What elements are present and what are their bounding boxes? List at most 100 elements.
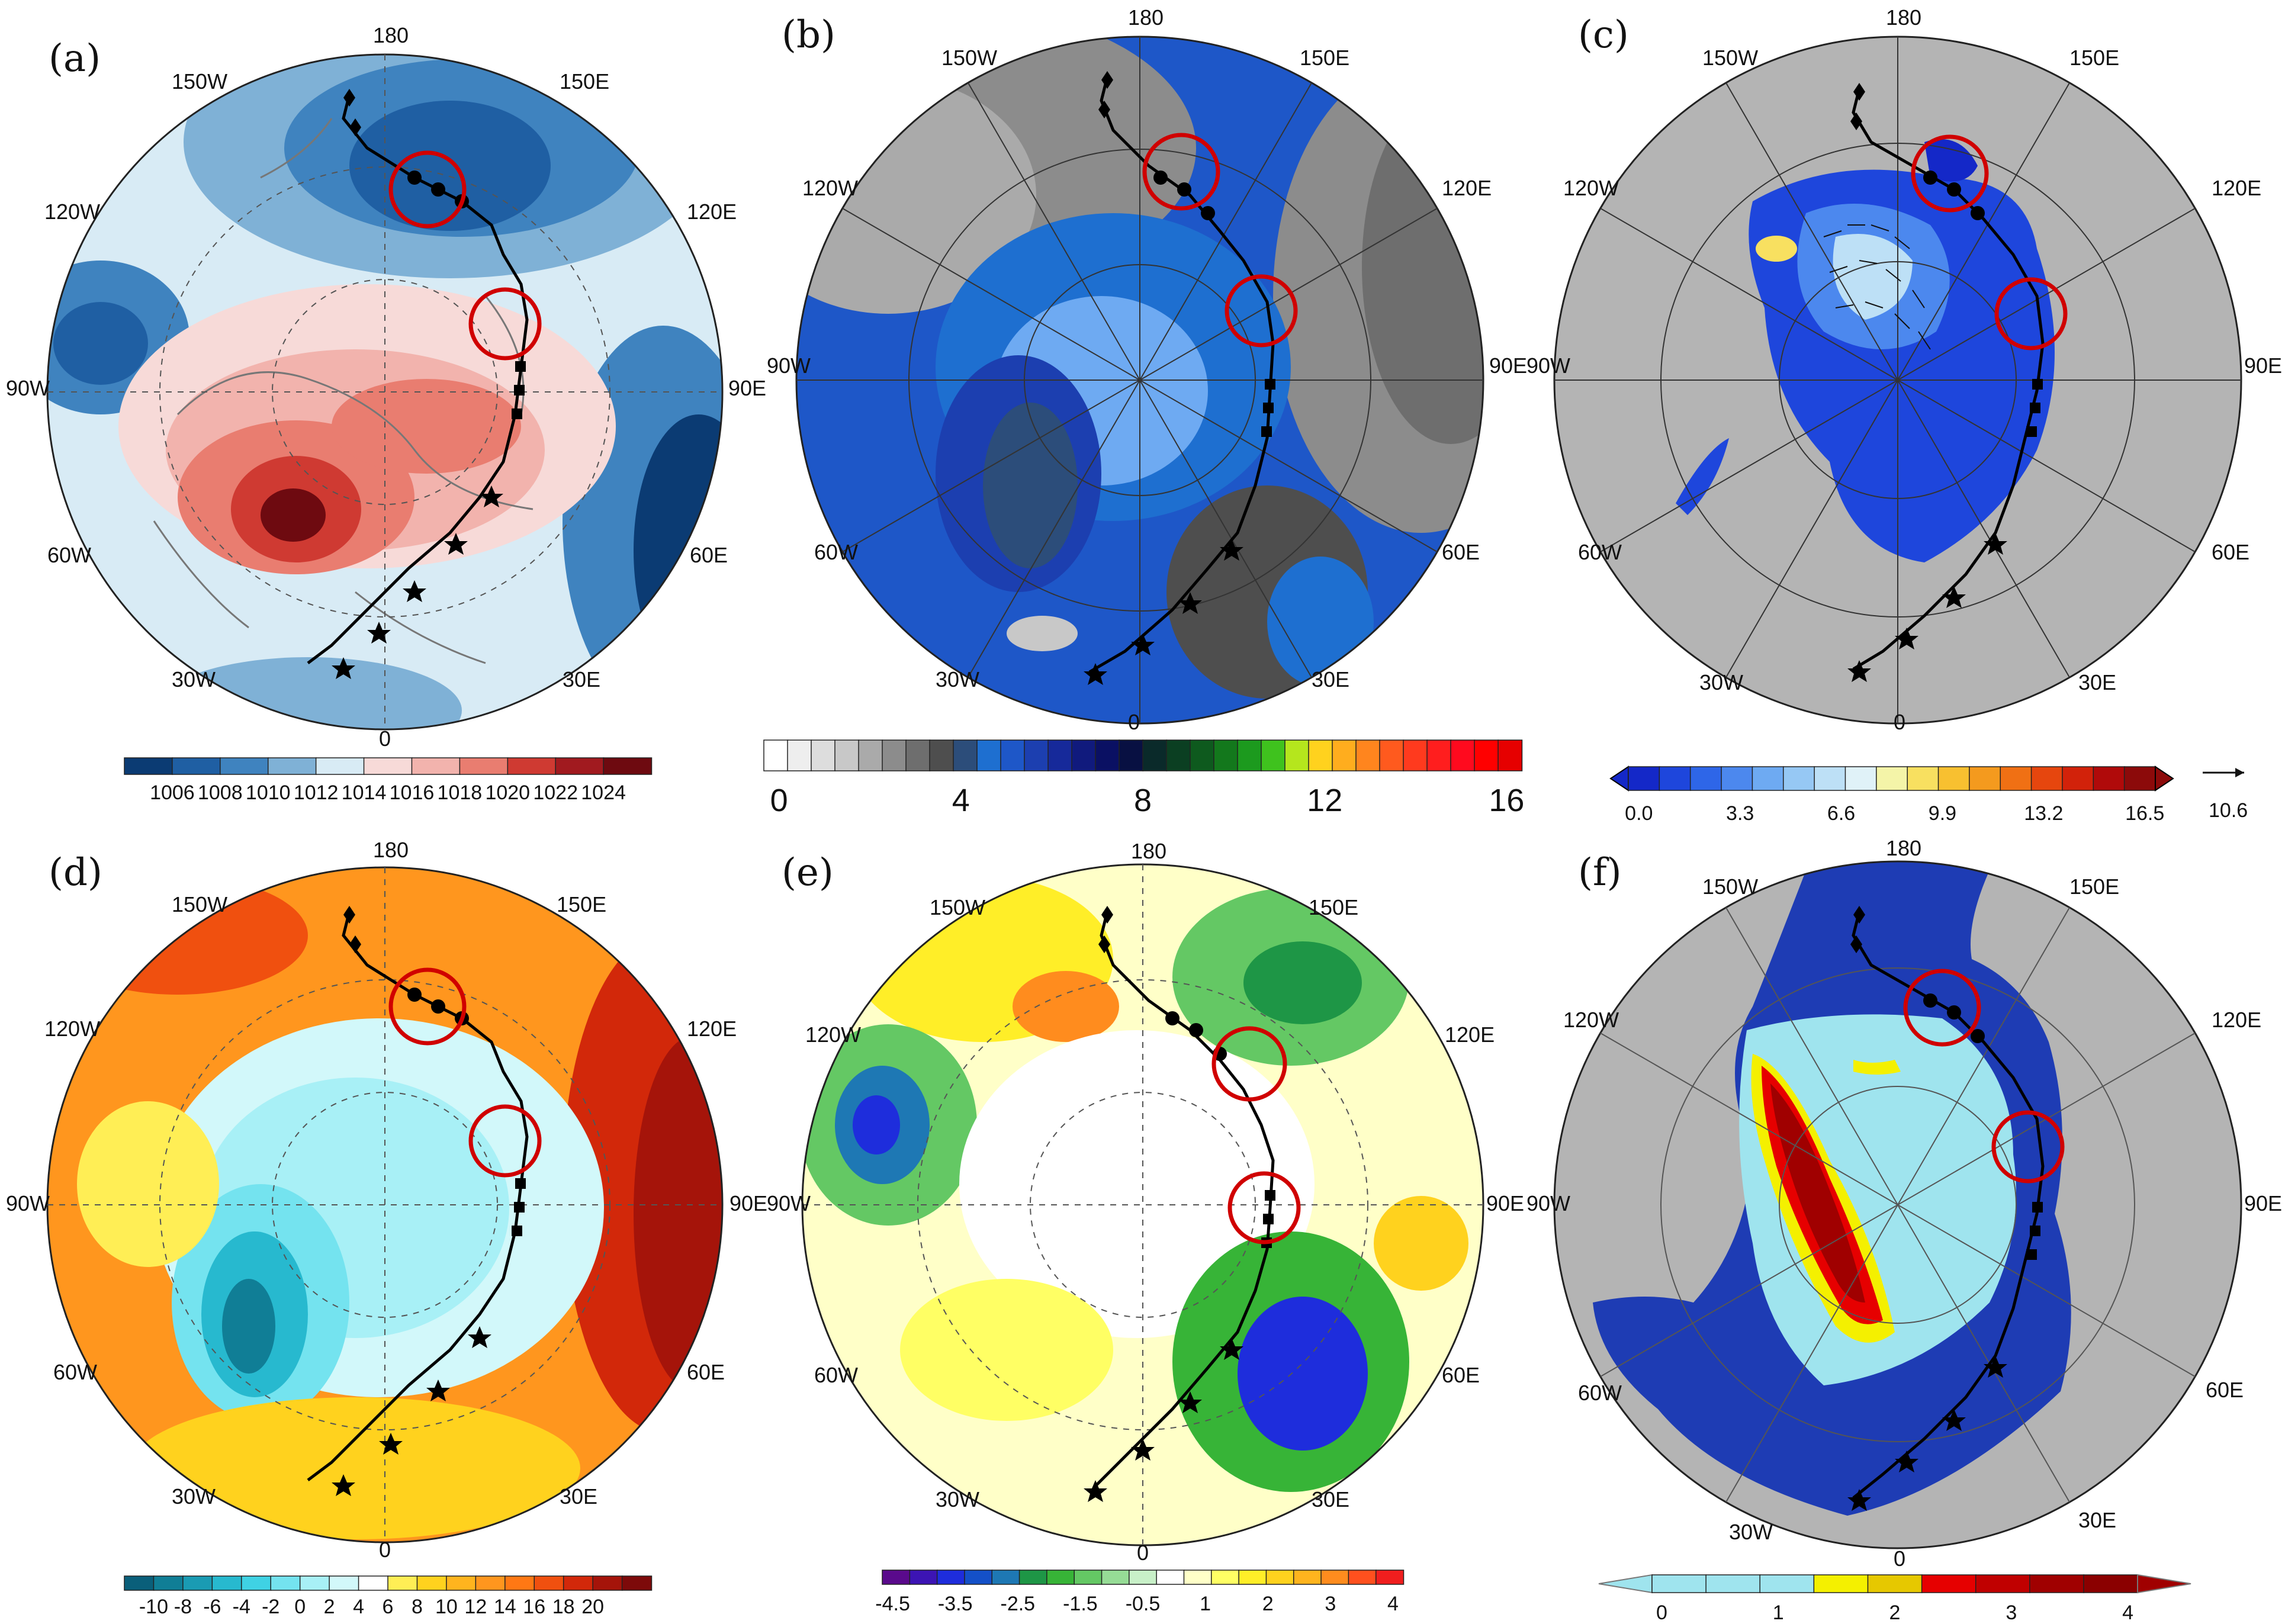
colorbar-swatch: [1844, 766, 1878, 791]
colorbar-swatch: [270, 1575, 301, 1591]
colorbar-swatch: [936, 1570, 966, 1585]
lon-label-0: 0: [1894, 1546, 1905, 1571]
colorbar-swatch: [416, 1575, 448, 1591]
lon-label-120w: 120W: [44, 1017, 100, 1041]
colorbar-swatch: [1783, 766, 1815, 791]
lon-label-90e: 90E: [729, 1191, 767, 1215]
colorbar-d-ticks: -10 -8 -6 -4 -2 0 2 4 6 8 10 12 14 16 18 20: [139, 1596, 604, 1618]
highlight-circle: [1211, 1026, 1287, 1102]
colorbar-swatch: [964, 1570, 993, 1585]
colorbar-swatch: [1721, 766, 1753, 791]
colorbar-swatch: [555, 757, 605, 775]
lon-label-60w: 60W: [47, 543, 91, 567]
panel-b-graticule: [796, 37, 1483, 723]
highlight-circle: [468, 287, 542, 361]
colorbar-tick-label: -0.5: [1126, 1593, 1161, 1615]
highlight-circle: [388, 967, 467, 1046]
lon-label-150e: 150E: [2069, 46, 2119, 70]
highlight-circle: [1994, 277, 2068, 350]
lon-label-150w: 150W: [172, 892, 227, 916]
panel-b-label: (b): [782, 13, 835, 57]
colorbar-f-max-arrow: [2137, 1574, 2191, 1594]
colorbar-tick-label: 8: [1134, 783, 1152, 818]
panel-d: (d) 180 150W 150E 120W 120E 9: [6, 838, 767, 1618]
colorbar-tick-label: -8: [174, 1596, 192, 1618]
colorbar-swatch: [1095, 739, 1120, 771]
colorbar-swatch: [976, 739, 1002, 771]
panel-f-track: [1847, 906, 2045, 1511]
colorbar-tick-label: 20: [581, 1596, 604, 1618]
lon-label-30e: 30E: [2078, 1508, 2116, 1532]
panel-a-graticule: [47, 54, 722, 729]
lon-label-90w: 90W: [767, 1191, 811, 1215]
colorbar-a-swatches: [124, 757, 653, 775]
lon-label-30w: 30W: [172, 667, 216, 692]
colorbar-swatch: [241, 1575, 272, 1591]
colorbar-tick-label: 16: [1489, 783, 1524, 818]
panel-a-label: (a): [49, 37, 101, 81]
colorbar-swatch: [315, 757, 365, 775]
colorbar-swatch: [1814, 766, 1846, 791]
colorbar-e-swatches: [882, 1570, 1405, 1585]
colorbar-swatch: [1024, 739, 1049, 771]
colorbar-tick-label: 2: [324, 1596, 335, 1618]
colorbar-tick-label: 1: [1773, 1602, 1784, 1624]
colorbar-swatch: [299, 1575, 330, 1591]
panel-f-label: (f): [1578, 851, 1622, 895]
colorbar-e-ticks: -4.5 -3.5 -2.5 -1.5 -0.5 1 2 3 4: [875, 1593, 1399, 1615]
colorbar-swatch: [2093, 766, 2125, 791]
colorbar-swatch: [1129, 1570, 1158, 1585]
colorbar-swatch: [763, 739, 789, 771]
colorbar-swatch: [1183, 1570, 1213, 1585]
colorbar-tick-label: 4: [952, 783, 970, 818]
lon-label-150w: 150W: [1702, 46, 1758, 70]
colorbar-swatch: [358, 1575, 389, 1591]
panel-c-track: [1847, 83, 2045, 682]
colorbar-swatch: [1156, 1570, 1185, 1585]
colorbar-swatch: [1293, 1570, 1322, 1585]
panel-e-graticule: [802, 864, 1483, 1545]
panel-c-wind-vectors: [1823, 224, 1931, 350]
lon-label-60e: 60E: [687, 1360, 725, 1384]
colorbar-swatch: [1101, 1570, 1130, 1585]
lon-label-60w: 60W: [1578, 1381, 1622, 1405]
colorbar-c-swatches: [1628, 766, 2157, 791]
colorbar-swatch: [1907, 766, 1939, 791]
lon-label-90w: 90W: [767, 353, 811, 378]
colorbar-swatch: [1320, 1570, 1349, 1585]
colorbar-tick-label: 0.0: [1625, 802, 1653, 825]
lon-label-180: 180: [1131, 839, 1166, 863]
colorbar-tick-label: 1020: [485, 782, 530, 804]
colorbar-tick-label: 6.6: [1827, 802, 1855, 825]
colorbar-swatch: [1119, 739, 1144, 771]
highlight-circle: [1903, 969, 1981, 1047]
colorbar-swatch: [446, 1575, 477, 1591]
colorbar-tick-label: 1010: [246, 782, 291, 804]
lon-label-180: 180: [1886, 5, 1921, 30]
colorbar-swatch: [1751, 766, 1785, 791]
colorbar-tick-label: -4: [233, 1596, 250, 1618]
colorbar-swatch: [363, 757, 413, 775]
lon-label-0: 0: [1137, 1541, 1149, 1565]
panel-b-highlight-circles: [1142, 133, 1298, 348]
colorbar-swatch: [1876, 766, 1908, 791]
lon-label-30e: 30E: [563, 667, 600, 692]
panel-a-longitude-labels: 180 150W 150E 120W 120E 90W 90E 60W 60E …: [6, 23, 766, 751]
colorbar-tick-label: 0: [770, 783, 788, 818]
colorbar-swatch: [220, 757, 269, 775]
colorbar-swatch: [2062, 766, 2094, 791]
lon-label-30w: 30W: [936, 1487, 979, 1512]
lon-label-0: 0: [379, 726, 391, 751]
lon-label-120w: 120W: [802, 176, 858, 200]
colorbar-tick-label: -2: [262, 1596, 279, 1618]
lon-label-60e: 60E: [690, 543, 728, 567]
colorbar-tick-label: 1022: [533, 782, 578, 804]
colorbar-tick-label: 9.9: [1929, 802, 1956, 825]
lon-label-60e: 60E: [1442, 1363, 1480, 1387]
colorbar-tick-label: 13.2: [2024, 802, 2063, 825]
panel-e-highlight-circles: [1211, 1026, 1301, 1244]
colorbar-c-ticks: 0.0 3.3 6.6 9.9 13.2 16.5: [1625, 802, 2164, 825]
highlight-circle: [1911, 134, 1989, 213]
lon-label-90e: 90E: [2244, 353, 2282, 378]
lon-label-180: 180: [1128, 5, 1164, 30]
